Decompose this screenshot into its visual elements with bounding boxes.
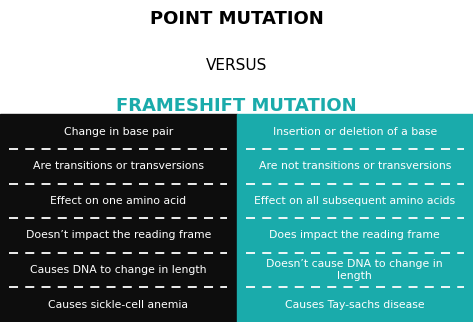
Text: Causes DNA to change in length: Causes DNA to change in length bbox=[30, 265, 207, 275]
Text: Causes sickle-cell anemia: Causes sickle-cell anemia bbox=[48, 300, 188, 310]
Bar bbox=[236, 114, 473, 322]
Text: Effect on all subsequent amino acids: Effect on all subsequent amino acids bbox=[254, 196, 455, 206]
Text: Does impact the reading frame: Does impact the reading frame bbox=[270, 231, 440, 241]
Text: Doesn’t impact the reading frame: Doesn’t impact the reading frame bbox=[26, 231, 211, 241]
Text: Causes Tay-sachs disease: Causes Tay-sachs disease bbox=[285, 300, 425, 310]
Text: Doesn’t cause DNA to change in
length: Doesn’t cause DNA to change in length bbox=[266, 259, 443, 281]
Text: POINT MUTATION: POINT MUTATION bbox=[149, 10, 324, 28]
Text: Are transitions or transversions: Are transitions or transversions bbox=[33, 161, 204, 171]
Text: Effect on one amino acid: Effect on one amino acid bbox=[50, 196, 186, 206]
Text: Insertion or deletion of a base: Insertion or deletion of a base bbox=[272, 127, 437, 137]
Bar bbox=[0, 114, 236, 322]
Text: Change in base pair: Change in base pair bbox=[64, 127, 173, 137]
Text: Are not transitions or transversions: Are not transitions or transversions bbox=[259, 161, 451, 171]
Text: FRAMESHIFT MUTATION: FRAMESHIFT MUTATION bbox=[116, 97, 357, 115]
Text: VERSUS: VERSUS bbox=[206, 58, 267, 73]
